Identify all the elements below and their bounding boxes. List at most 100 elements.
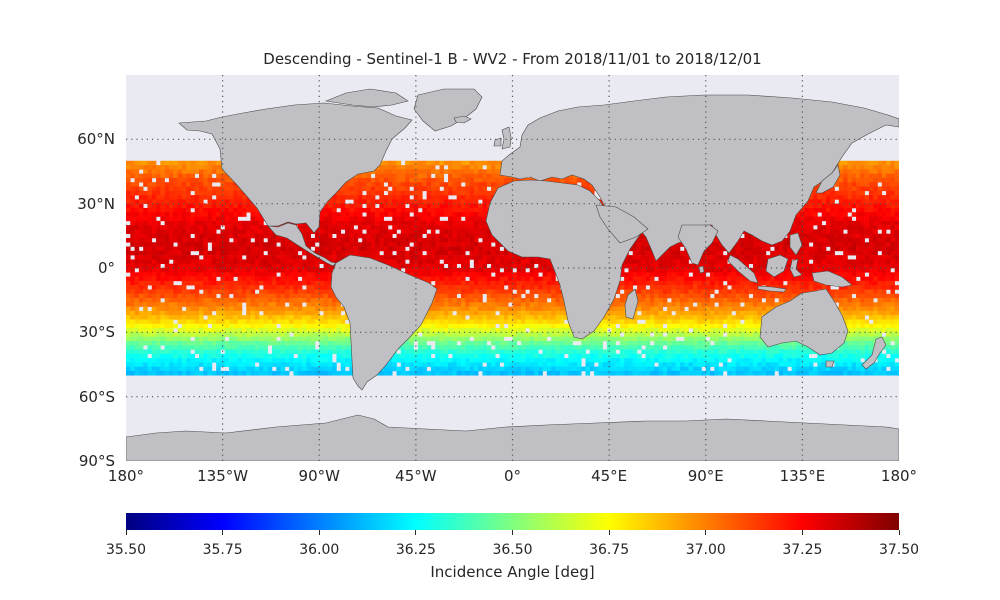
- heatmap-cell: [435, 207, 440, 213]
- heatmap-cell: [460, 259, 466, 265]
- heatmap-cell: [667, 255, 672, 260]
- heatmap-cell: [327, 212, 333, 217]
- heatmap-cell: [469, 203, 475, 209]
- heatmap-cell: [851, 276, 857, 282]
- heatmap-cell: [327, 268, 333, 273]
- heatmap-cell: [765, 242, 771, 247]
- heatmap-cell: [851, 272, 857, 277]
- heatmap-cell: [860, 250, 865, 256]
- heatmap-cell: [392, 190, 397, 196]
- heatmap-cell: [241, 207, 247, 213]
- heatmap-cell: [465, 220, 470, 226]
- heatmap-cell: [216, 255, 221, 260]
- heatmap-cell: [177, 276, 183, 282]
- heatmap-cell: [349, 182, 354, 187]
- heatmap-cell: [551, 272, 556, 277]
- heatmap-cell: [847, 207, 853, 213]
- heatmap-cell: [126, 182, 131, 187]
- heatmap-cell: [254, 229, 260, 234]
- heatmap-cell: [886, 233, 891, 239]
- heatmap-cell: [160, 182, 165, 187]
- heatmap-cell: [546, 272, 552, 277]
- heatmap-cell: [173, 160, 178, 166]
- heatmap-cell: [460, 225, 466, 230]
- heatmap-cell: [224, 233, 230, 239]
- heatmap-cell: [130, 250, 135, 256]
- heatmap-cell: [241, 225, 247, 230]
- heatmap-cell: [332, 212, 337, 217]
- heatmap-cell: [641, 255, 646, 260]
- heatmap-cell: [804, 268, 810, 273]
- heatmap-cell: [469, 220, 475, 226]
- heatmap-cell: [332, 250, 337, 256]
- heatmap-cell: [250, 250, 256, 256]
- heatmap-cell: [486, 280, 492, 286]
- heatmap-cell: [697, 263, 702, 269]
- heatmap-cell: [757, 255, 762, 260]
- heatmap-cell: [877, 255, 883, 260]
- heatmap-cell: [284, 242, 290, 247]
- heatmap-cell: [138, 263, 144, 269]
- heatmap-cell: [469, 190, 475, 196]
- heatmap-cell: [864, 246, 870, 252]
- heatmap-cell: [864, 195, 870, 200]
- heatmap-cell: [881, 272, 887, 277]
- heatmap-cell: [460, 212, 466, 217]
- heatmap-cell: [357, 246, 363, 252]
- heatmap-cell: [482, 216, 488, 222]
- heatmap-cell: [808, 272, 814, 277]
- heatmap-cell: [843, 246, 848, 252]
- heatmap-cell: [740, 237, 745, 243]
- heatmap-cell: [186, 263, 191, 269]
- heatmap-cell: [778, 242, 784, 247]
- heatmap-cell: [783, 276, 788, 282]
- heatmap-cell: [718, 276, 724, 282]
- heatmap-cell: [418, 250, 423, 256]
- heatmap-cell: [134, 280, 140, 286]
- heatmap-cell: [834, 237, 840, 243]
- heatmap-cell: [619, 268, 625, 273]
- heatmap-cell: [465, 195, 470, 200]
- heatmap-cell: [890, 272, 895, 277]
- heatmap-cell: [868, 237, 874, 243]
- heatmap-cell: [890, 229, 895, 234]
- heatmap-cell: [439, 237, 445, 243]
- heatmap-cell: [229, 177, 234, 183]
- heatmap-cell: [765, 246, 771, 252]
- heatmap-cell: [233, 259, 238, 265]
- heatmap-cell: [435, 280, 440, 286]
- heatmap-cell: [821, 207, 827, 213]
- heatmap-cell: [521, 255, 526, 260]
- heatmap-cell: [353, 203, 359, 209]
- heatmap-cell: [327, 207, 333, 213]
- heatmap-cell: [293, 272, 299, 277]
- heatmap-cell: [555, 177, 561, 183]
- heatmap-cell: [491, 268, 496, 273]
- heatmap-cell: [203, 165, 208, 170]
- heatmap-cell: [439, 212, 445, 217]
- heatmap-cell: [684, 255, 689, 260]
- heatmap-cell: [877, 225, 883, 230]
- heatmap-cell: [220, 246, 226, 252]
- heatmap-cell: [143, 173, 148, 179]
- heatmap-cell: [430, 263, 436, 269]
- heatmap-cell: [877, 237, 883, 243]
- heatmap-cell: [211, 207, 217, 213]
- heatmap-cell: [349, 212, 354, 217]
- heatmap-cell: [130, 195, 135, 200]
- heatmap-cell: [323, 246, 329, 252]
- heatmap-cell: [430, 203, 436, 209]
- heatmap-cell: [486, 237, 492, 243]
- heatmap-cell: [306, 268, 311, 273]
- heatmap-cell: [216, 285, 221, 290]
- heatmap-cell: [151, 195, 157, 200]
- heatmap-cell: [216, 280, 221, 286]
- heatmap-cell: [383, 242, 389, 247]
- heatmap-cell: [456, 169, 462, 174]
- heatmap-cell: [392, 263, 397, 269]
- heatmap-cell: [241, 246, 247, 252]
- heatmap-cell: [830, 237, 835, 243]
- heatmap-cell: [881, 263, 887, 269]
- heatmap-cell: [439, 246, 445, 252]
- heatmap-cell: [186, 250, 191, 256]
